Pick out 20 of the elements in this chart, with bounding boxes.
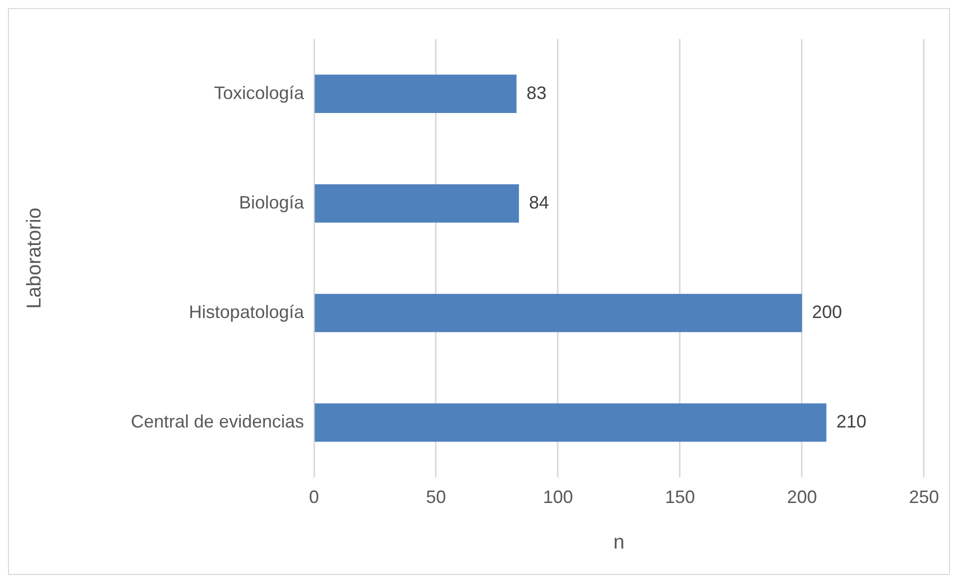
bar — [314, 184, 519, 223]
x-tick-label: 200 — [786, 487, 818, 508]
x-tick-label: 150 — [664, 487, 696, 508]
data-label: 210 — [836, 412, 866, 432]
y-axis-title: Laboratorio — [24, 208, 46, 309]
x-tick-label: 100 — [542, 487, 574, 508]
x-tick-label: 250 — [908, 487, 940, 508]
x-tick-label: 50 — [426, 487, 446, 508]
x-tick-label: 0 — [308, 487, 320, 508]
bar — [314, 403, 826, 442]
y-tick-label: Histopatología — [188, 302, 305, 322]
data-label: 83 — [526, 82, 547, 103]
y-tick-label: Biología — [238, 192, 305, 212]
data-label: 84 — [528, 192, 549, 212]
x-axis-title: n — [613, 532, 625, 554]
bar — [314, 74, 517, 113]
y-tick-label: Toxicología — [214, 82, 305, 103]
y-tick-label: Central de evidencias — [130, 412, 304, 432]
bar — [314, 294, 802, 332]
data-label: 200 — [812, 302, 842, 322]
